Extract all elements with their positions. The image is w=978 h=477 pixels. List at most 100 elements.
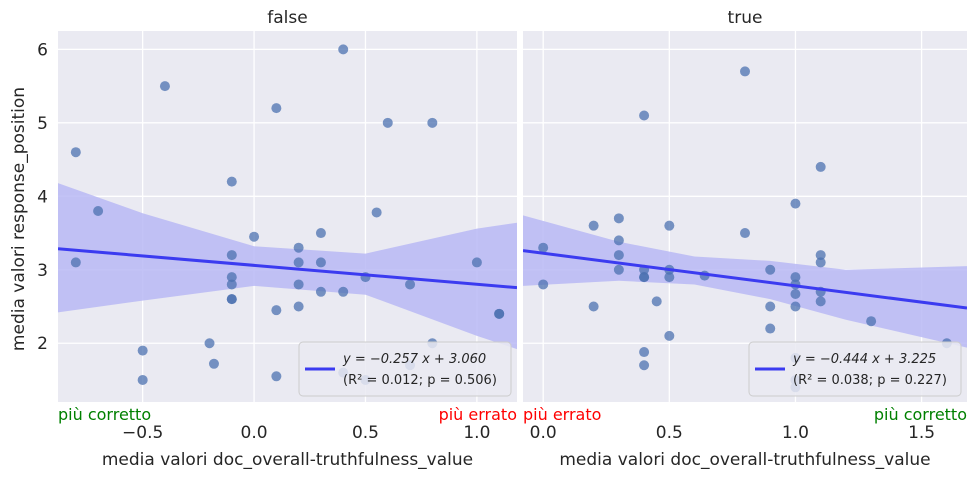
y-tick-label: 5 (37, 114, 48, 134)
data-point (137, 345, 148, 356)
x-tick-label: −0.5 (122, 423, 163, 443)
legend: y = −0.444 x + 3.225 (R² = 0.038; p = 0.2… (748, 341, 962, 397)
panel-false: false −0.5 0.0 0.5 1.0 2 3 4 5 6 più corretto più e… (37, 8, 517, 470)
data-point (338, 286, 349, 297)
data-point (204, 338, 215, 349)
data-point (740, 228, 750, 239)
data-point (639, 110, 650, 121)
data-point (765, 264, 776, 275)
data-point (226, 294, 237, 305)
panel-title: true (728, 8, 763, 28)
data-point (538, 242, 549, 253)
confidence-band (58, 183, 517, 350)
x-tick-label: 0.5 (352, 423, 379, 443)
data-point (790, 289, 801, 300)
plot-area (58, 44, 517, 385)
corner-label-left: più corretto (58, 405, 151, 424)
data-point (226, 250, 237, 261)
data-point (613, 250, 624, 261)
data-point (613, 264, 624, 275)
data-point (790, 198, 801, 209)
data-point (651, 296, 662, 307)
x-tick-label: 0.0 (241, 423, 268, 443)
confidence-band (523, 215, 967, 348)
legend-equation: y = −0.257 x + 3.060 (342, 352, 486, 367)
data-point (613, 213, 624, 224)
y-tick-label: 2 (37, 334, 48, 354)
data-point (315, 228, 326, 239)
corner-label-left: più errato (523, 405, 601, 424)
data-point (740, 66, 750, 77)
data-point (639, 347, 650, 358)
data-point (137, 374, 148, 385)
legend-box (298, 341, 512, 397)
regression-line (58, 247, 517, 290)
x-tick-label: 1.0 (463, 423, 490, 443)
data-point (588, 301, 599, 312)
data-point (271, 103, 282, 114)
data-point (226, 176, 237, 187)
data-point (293, 242, 304, 253)
data-point (588, 220, 599, 231)
data-point (471, 257, 482, 268)
x-tick-label: 0.5 (656, 423, 683, 443)
data-point (226, 272, 237, 283)
data-point (70, 257, 81, 268)
y-tick-label: 6 (37, 40, 48, 60)
x-tick-label: 1.5 (908, 423, 935, 443)
data-point (639, 360, 650, 371)
data-point (790, 301, 801, 312)
data-point (271, 305, 282, 316)
data-point (613, 235, 624, 246)
data-point (494, 308, 505, 319)
data-point (866, 316, 877, 327)
data-point (338, 44, 349, 55)
corner-label-right: più corretto (874, 405, 967, 424)
data-point (765, 301, 776, 312)
data-point (427, 117, 438, 128)
data-point (315, 286, 326, 297)
data-point (315, 257, 326, 268)
panel-true: true 0.0 0.5 1.0 1.5 più errato più corretto me… (523, 8, 967, 470)
data-point (293, 257, 304, 268)
x-axis-label: media valori doc_overall-truthfulness_va… (102, 450, 473, 470)
data-point (815, 161, 826, 172)
data-point (226, 279, 237, 290)
x-tick-label: 1.0 (782, 423, 809, 443)
data-point (765, 323, 776, 334)
data-point (371, 207, 382, 218)
legend-equation: y = −0.444 x + 3.225 (792, 352, 936, 367)
y-tick-label: 3 (37, 261, 48, 281)
data-point (159, 81, 170, 92)
data-point (815, 257, 826, 268)
data-point (293, 279, 304, 290)
data-point (639, 272, 650, 283)
data-point (815, 296, 826, 307)
data-point (664, 272, 675, 283)
y-tick-label: 4 (37, 187, 48, 207)
legend: y = −0.257 x + 3.060 (R² = 0.012; p = 0.5… (298, 341, 512, 397)
x-tick-label: 0.0 (530, 423, 557, 443)
data-point (405, 279, 416, 290)
x-axis-label: media valori doc_overall-truthfulness_va… (559, 450, 930, 470)
data-point (790, 272, 801, 283)
data-point (93, 205, 104, 216)
legend-stats: (R² = 0.012; p = 0.506) (343, 373, 497, 388)
data-point (382, 117, 393, 128)
data-point (538, 279, 549, 290)
regression-line (523, 249, 967, 310)
plot-background (523, 31, 967, 402)
data-point (815, 250, 826, 261)
corner-label-right: più errato (439, 405, 517, 424)
y-axis-label: media valori response_position (9, 87, 29, 351)
data-point (293, 301, 304, 312)
data-point (271, 371, 282, 382)
legend-stats: (R² = 0.038; p = 0.227) (793, 373, 947, 388)
data-point (664, 330, 675, 341)
data-point (70, 147, 81, 158)
data-point (664, 220, 675, 231)
panel-title: false (267, 8, 307, 28)
data-point (208, 358, 219, 369)
legend-box (748, 341, 962, 397)
